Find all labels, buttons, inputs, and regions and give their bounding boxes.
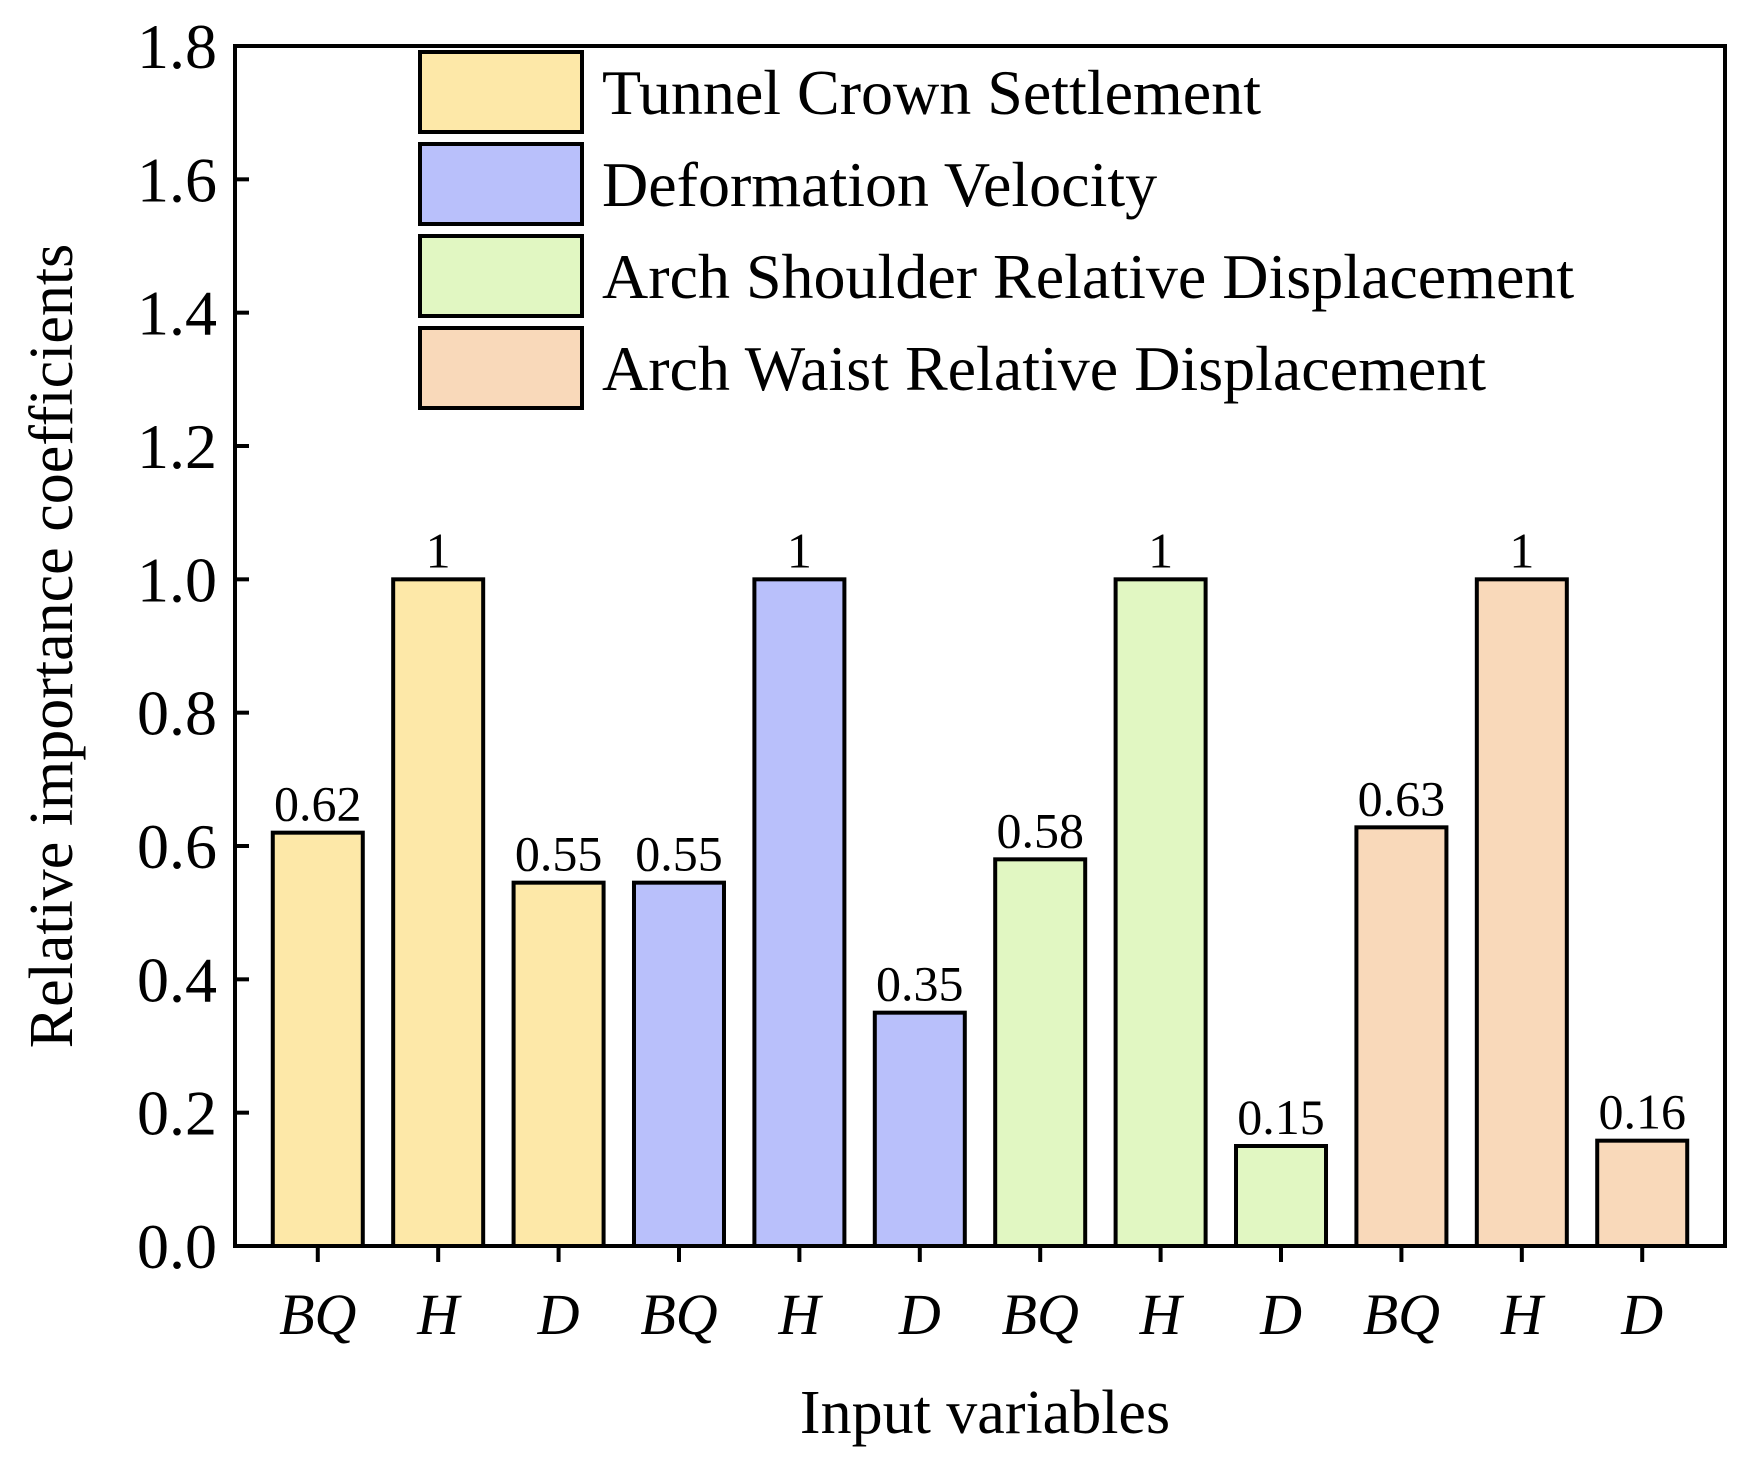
x-tick-label: H [1139, 1282, 1185, 1347]
y-tick-label: 1.4 [137, 278, 217, 349]
y-tick-label: 0.8 [137, 678, 217, 749]
data-label: 0.58 [996, 802, 1084, 858]
data-label: 0.15 [1237, 1089, 1325, 1145]
plot-area: 0.62 1 0.55 0.55 1 0.35 0.58 1 0.15 0.63 1 0.16 [270, 522, 1690, 1249]
x-tick-label: H [416, 1282, 462, 1347]
legend: Tunnel Crown Settlement Deformation Veloc… [418, 50, 1574, 410]
x-tick-label: BQ [1363, 1282, 1440, 1347]
y-tick-label: 0.2 [137, 1078, 217, 1149]
data-label: 0.55 [515, 826, 603, 882]
x-tick-label: D [1259, 1282, 1302, 1347]
x-tick-label: D [537, 1282, 580, 1347]
y-tick-label: 1.2 [137, 411, 217, 482]
y-tick-label: 0.0 [137, 1211, 217, 1282]
legend-label: Deformation Velocity [602, 149, 1157, 220]
legend-label: Arch Shoulder Relative Displacement [602, 241, 1574, 312]
x-tick-label: D [1620, 1282, 1663, 1347]
plot-frame [233, 44, 1727, 1248]
bar [1354, 825, 1449, 1248]
bar [993, 857, 1088, 1248]
y-tick-label: 1.8 [137, 11, 217, 82]
data-label: 0.16 [1598, 1084, 1686, 1140]
data-label: 1 [1509, 522, 1534, 578]
legend-swatch [418, 326, 584, 410]
x-tick-label: BQ [1002, 1282, 1079, 1347]
data-label: 0.63 [1358, 770, 1446, 826]
bar [1595, 1138, 1690, 1248]
bar [872, 1010, 967, 1249]
y-tick-label: 0.6 [137, 811, 217, 882]
legend-swatch [418, 142, 584, 226]
data-label: 0.55 [635, 826, 723, 882]
x-tick-label: BQ [640, 1282, 717, 1347]
bar [270, 830, 365, 1249]
x-axis-title: Input variables [800, 1379, 1170, 1447]
y-tick-label: 1.6 [137, 144, 217, 215]
data-label: 1 [787, 522, 812, 578]
legend-label: Arch Waist Relative Displacement [602, 333, 1486, 404]
y-tick-label: 1.0 [137, 544, 217, 615]
x-tick-label: H [1500, 1282, 1546, 1347]
data-label: 0.35 [876, 956, 964, 1012]
y-axis: 0.0 0.2 0.4 0.6 0.8 1.0 1.2 1.4 1.6 1.8 [137, 11, 249, 1282]
data-label: 1 [1148, 522, 1173, 578]
y-tick-label: 0.4 [137, 944, 217, 1015]
y-axis-title: Relative importance coefficients [18, 244, 86, 1049]
bar [1113, 577, 1208, 1248]
x-tick-label: D [898, 1282, 941, 1347]
legend-label: Tunnel Crown Settlement [602, 57, 1261, 128]
bar [631, 880, 726, 1249]
legend-swatch [418, 234, 584, 318]
bar [511, 880, 606, 1249]
bar [1474, 577, 1569, 1248]
data-label: 0.62 [274, 776, 362, 832]
legend-swatch [418, 50, 584, 134]
x-axis: BQ H D BQ H D BQ H D BQ H D [279, 1246, 1663, 1347]
data-label: 1 [426, 522, 451, 578]
bar [752, 577, 847, 1248]
x-tick-label: BQ [279, 1282, 356, 1347]
bar [391, 577, 486, 1248]
bar [1234, 1144, 1329, 1248]
x-tick-label: H [777, 1282, 823, 1347]
